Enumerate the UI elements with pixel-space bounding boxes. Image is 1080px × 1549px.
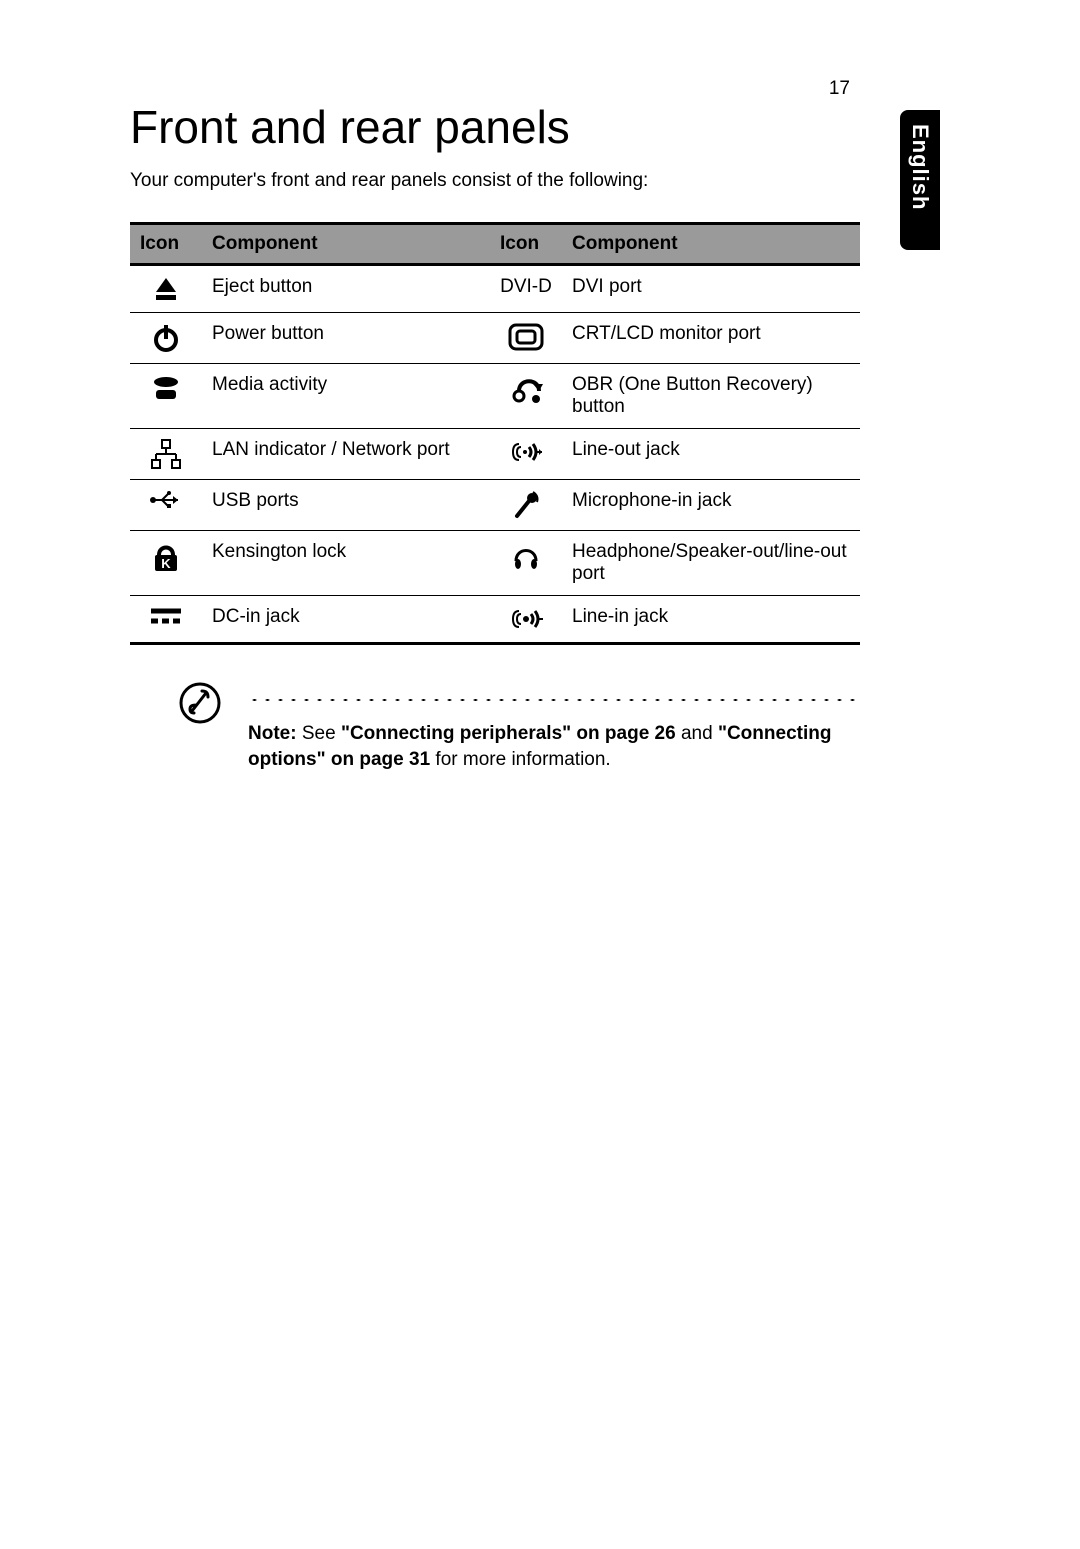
component-label: CRT/LCD monitor port [562,313,860,364]
component-label: Microphone-in jack [562,480,860,531]
th-icon-left: Icon [130,224,202,265]
th-component-left: Component [202,224,490,265]
note-divider [248,697,860,703]
media-activity-icon [130,364,202,429]
language-tab: English [900,110,940,250]
dvi-d-icon: DVI-D [490,265,562,313]
language-label: English [907,110,933,210]
panel-table: Icon Component Icon Component Eject butt… [130,222,860,645]
table-row: USB ports Microphone-in jack [130,480,860,531]
component-label: Headphone/Speaker-out/line-out port [562,531,860,596]
table-row: LAN indicator / Network port Line-out ja… [130,429,860,480]
table-row: Media activity OBR (One Button Recovery)… [130,364,860,429]
monitor-icon [490,313,562,364]
component-label: Line-out jack [562,429,860,480]
table-row: K Kensington lock Headphone/Speaker-out/… [130,531,860,596]
table-row: DC-in jack Line-in jack [130,596,860,644]
note-tail: for more information. [430,749,611,770]
note-mid: and [676,723,718,744]
table-row: Power button CRT/LCD monitor port [130,313,860,364]
microphone-icon [490,480,562,531]
line-out-icon [490,429,562,480]
component-label: LAN indicator / Network port [202,429,490,480]
component-label: Kensington lock [202,531,490,596]
table-row: Eject button DVI-D DVI port [130,265,860,313]
obr-icon [490,364,562,429]
component-label: DVI port [562,265,860,313]
component-label: OBR (One Button Recovery) button [562,364,860,429]
component-label: Line-in jack [562,596,860,644]
note-label: Note: [248,723,297,744]
note-ref1: "Connecting peripherals" on page 26 [341,723,676,744]
kensington-lock-icon: K [130,531,202,596]
th-component-right: Component [562,224,860,265]
intro-text: Your computer's front and rear panels co… [130,170,970,192]
note-block: Note: See "Connecting peripherals" on pa… [130,681,860,772]
note-body: Note: See "Connecting peripherals" on pa… [238,681,860,772]
page-number: 17 [829,78,850,100]
th-icon-right: Icon [490,224,562,265]
document-page: 17 English Front and rear panels Your co… [0,0,1080,1549]
dc-in-icon [130,596,202,644]
line-in-icon [490,596,562,644]
lan-icon [130,429,202,480]
note-part1: See [297,723,341,744]
component-label: Eject button [202,265,490,313]
component-label: Media activity [202,364,490,429]
component-label: Power button [202,313,490,364]
component-label: DC-in jack [202,596,490,644]
eject-icon [130,265,202,313]
table-header-row: Icon Component Icon Component [130,224,860,265]
note-icon [130,681,238,772]
component-label: USB ports [202,480,490,531]
note-text: Note: See "Connecting peripherals" on pa… [248,721,860,772]
page-title: Front and rear panels [130,100,970,154]
usb-icon [130,480,202,531]
power-icon [130,313,202,364]
headphone-icon [490,531,562,596]
svg-text:K: K [161,556,171,571]
